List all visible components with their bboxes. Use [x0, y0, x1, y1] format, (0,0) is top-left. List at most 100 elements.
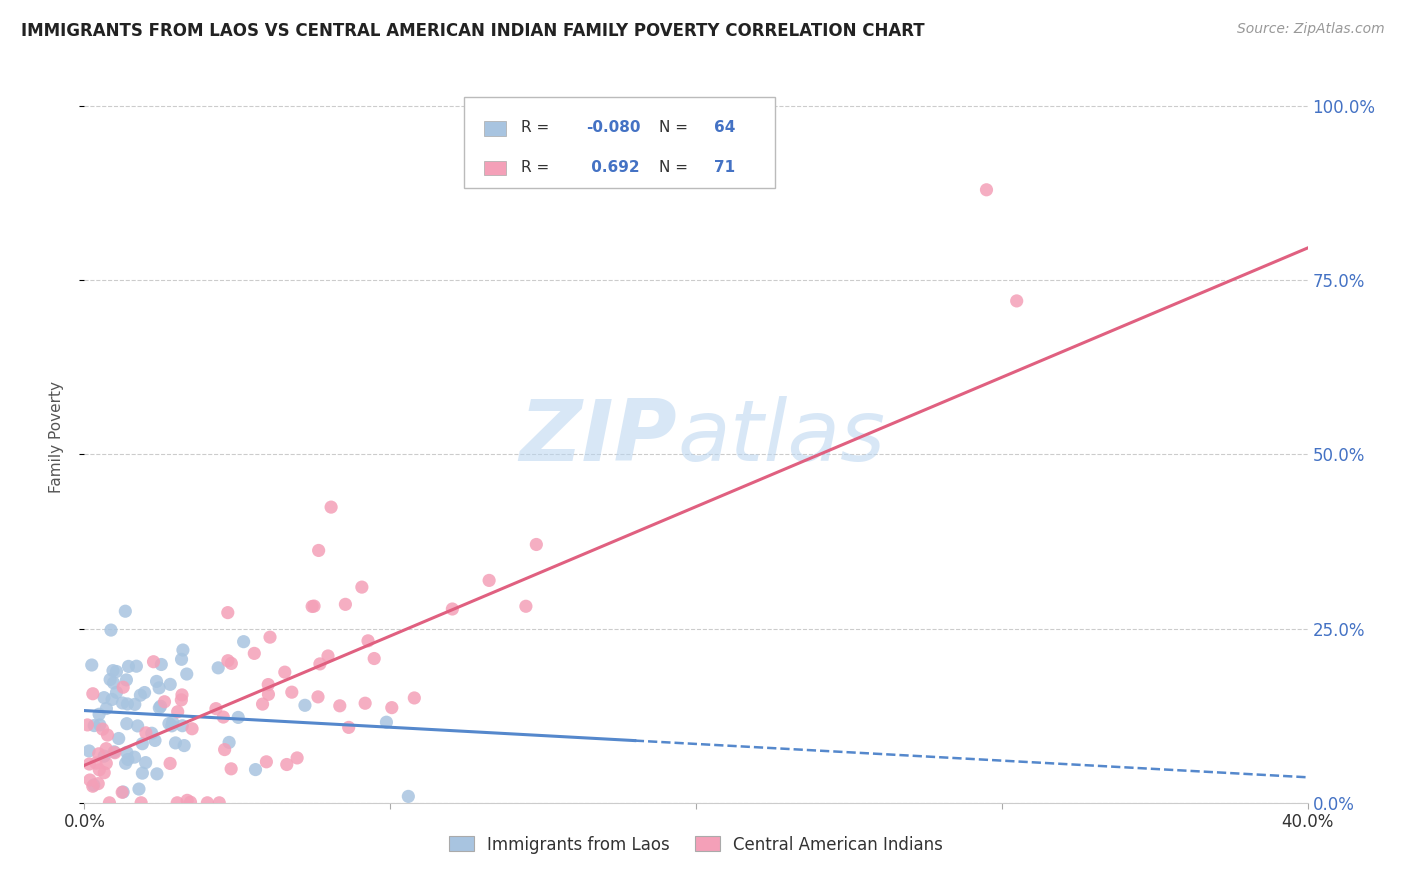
Point: [107, 731, 129, 746]
Point: [111, 696, 134, 710]
Point: [115, 673, 138, 687]
Point: [245, 763, 267, 777]
Point: [515, 599, 537, 614]
Point: [252, 697, 274, 711]
Point: [100, 623, 122, 637]
Point: [82, 779, 104, 793]
Point: [112, 680, 135, 694]
Point: [101, 664, 124, 678]
Text: ZIP: ZIP: [519, 395, 676, 479]
Point: [124, 750, 146, 764]
Point: [93, 690, 115, 705]
Point: [170, 652, 193, 666]
Point: [150, 657, 173, 672]
Point: [153, 695, 176, 709]
Text: -0.080: -0.080: [586, 120, 640, 136]
Text: 0.692: 0.692: [586, 160, 640, 175]
Text: atlas: atlas: [678, 395, 886, 479]
Point: [176, 793, 198, 807]
Point: [221, 657, 243, 671]
Point: [131, 737, 153, 751]
Text: IMMIGRANTS FROM LAOS VS CENTRAL AMERICAN INDIAN FAMILY POVERTY CORRELATION CHART: IMMIGRANTS FROM LAOS VS CENTRAL AMERICAN…: [21, 22, 925, 40]
Point: [125, 659, 148, 673]
Point: [441, 602, 464, 616]
Point: [363, 651, 385, 665]
Point: [79, 757, 101, 772]
Point: [478, 574, 501, 588]
Point: [114, 604, 136, 618]
Point: [208, 796, 231, 810]
Point: [524, 537, 547, 551]
Point: [337, 720, 360, 734]
Point: [101, 692, 124, 706]
Point: [218, 735, 240, 749]
Point: [375, 715, 398, 730]
Point: [146, 767, 169, 781]
Point: [148, 681, 170, 695]
Point: [1005, 293, 1028, 308]
Point: [176, 667, 198, 681]
Point: [96, 701, 118, 715]
Point: [87, 777, 110, 791]
Point: [294, 698, 316, 713]
Point: [124, 698, 146, 712]
Text: R =: R =: [522, 120, 554, 136]
Point: [83, 778, 105, 792]
Text: R =: R =: [522, 160, 554, 175]
Text: N =: N =: [659, 120, 693, 136]
Point: [254, 755, 277, 769]
Point: [129, 796, 152, 810]
Point: [91, 722, 114, 736]
Text: N =: N =: [659, 160, 693, 175]
Point: [87, 707, 110, 722]
Point: [159, 677, 181, 691]
Point: [217, 654, 239, 668]
Point: [114, 756, 136, 771]
Text: Source: ZipAtlas.com: Source: ZipAtlas.com: [1237, 22, 1385, 37]
Point: [131, 766, 153, 780]
Point: [127, 719, 149, 733]
Point: [166, 796, 188, 810]
Point: [350, 580, 373, 594]
Point: [115, 716, 138, 731]
Point: [83, 718, 105, 732]
Point: [166, 705, 188, 719]
Point: [301, 599, 323, 614]
Point: [165, 736, 187, 750]
Point: [93, 765, 115, 780]
Point: [98, 796, 121, 810]
Point: [141, 726, 163, 740]
Point: [207, 661, 229, 675]
Point: [214, 742, 236, 756]
Point: [157, 716, 180, 731]
Point: [104, 746, 127, 760]
Point: [976, 183, 998, 197]
Point: [309, 657, 332, 671]
Point: [219, 762, 242, 776]
Point: [170, 688, 193, 702]
Point: [172, 719, 194, 733]
Point: [257, 687, 280, 701]
Point: [243, 646, 266, 660]
Y-axis label: Family Poverty: Family Poverty: [49, 381, 63, 493]
Point: [307, 690, 329, 704]
Point: [129, 688, 152, 702]
Point: [117, 752, 139, 766]
Point: [79, 772, 101, 787]
Point: [96, 741, 118, 756]
Point: [179, 795, 201, 809]
Point: [285, 751, 308, 765]
Point: [105, 665, 128, 679]
Point: [84, 756, 107, 770]
Point: [103, 745, 125, 759]
Point: [172, 643, 194, 657]
Point: [335, 598, 357, 612]
Point: [89, 763, 111, 777]
FancyBboxPatch shape: [464, 97, 776, 188]
Point: [77, 744, 100, 758]
Point: [274, 665, 297, 680]
Point: [111, 785, 134, 799]
Point: [112, 785, 135, 799]
Point: [128, 782, 150, 797]
Point: [205, 701, 228, 715]
